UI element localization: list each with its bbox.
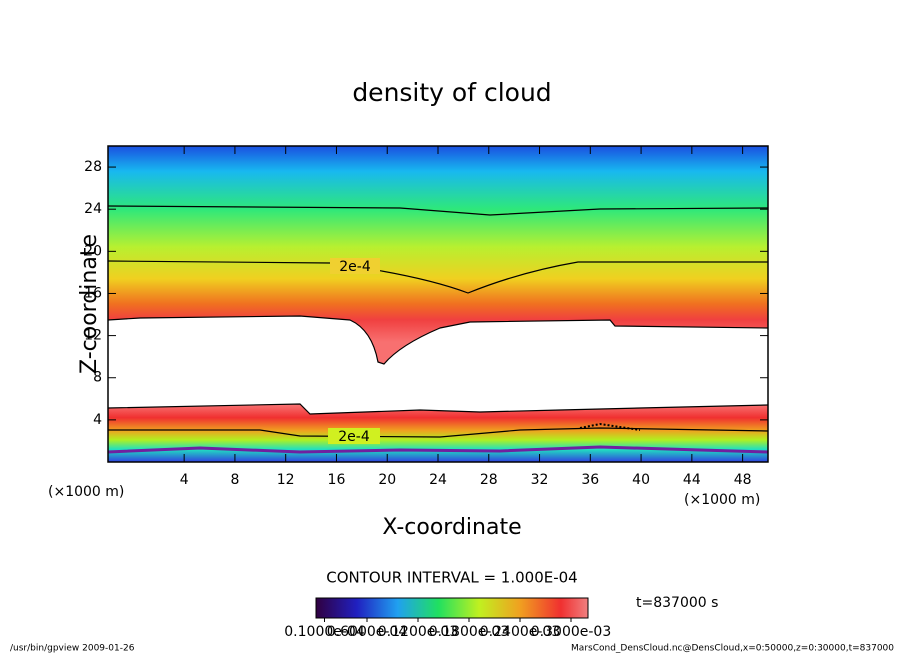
label-bg (328, 428, 380, 444)
contour-line (108, 445, 768, 454)
colorbar-tick-label: 0.3000e-03 (531, 624, 611, 640)
clear-region (108, 316, 768, 414)
contour-line (579, 422, 641, 431)
label-bg (330, 258, 380, 274)
field (108, 146, 768, 462)
color-field (108, 146, 768, 462)
colorbar-tick-label: 0.1800e-03 (429, 624, 509, 640)
x-tick-label: 28 (480, 472, 498, 488)
contour-label: 2e-4 (339, 259, 371, 275)
y-tick-label: 8 (93, 370, 102, 386)
x-tick-label: 32 (531, 472, 549, 488)
y-tick-label: 24 (84, 201, 102, 217)
y-tick-label: 12 (84, 328, 102, 344)
colorbar-tick-label: 0.1000e-04 (284, 624, 365, 640)
contour-line (108, 403, 768, 415)
x-tick-label: 48 (734, 472, 752, 488)
x-tick-label: 16 (328, 472, 346, 488)
contour-label: 2e-4 (338, 429, 370, 445)
contour-line (108, 427, 768, 438)
x-tick-label: 44 (683, 472, 701, 488)
x-axis-label: X-coordinate (382, 515, 521, 540)
time-label: t=837000 s (636, 595, 718, 611)
contour-line (108, 205, 768, 216)
contour-interval: CONTOUR INTERVAL = 1.000E-04 (326, 569, 577, 587)
chart-title: density of cloud (352, 78, 551, 107)
x-tick-label: 8 (230, 472, 239, 488)
footer-left: /usr/bin/gpview 2009-01-26 (10, 644, 135, 654)
x-tick-label: 36 (581, 472, 599, 488)
colorbar-tick-label: 0.1200e-03 (378, 624, 458, 640)
x-tick-label: 12 (277, 472, 295, 488)
y-tick-label: 28 (84, 159, 102, 175)
x-tick-label: 40 (632, 472, 650, 488)
y-axis-label: Z-coordinate (77, 234, 102, 374)
x-tick-label: 24 (429, 472, 447, 488)
y-tick-label: 20 (84, 243, 102, 259)
colorbar (315, 597, 589, 619)
x-tick-label: 20 (378, 472, 396, 488)
x-unit-label: (×1000 m) (48, 484, 124, 500)
x-unit-label: (×1000 m) (684, 492, 760, 508)
x-tick-label: 4 (180, 472, 189, 488)
colorbar-tick-label: 0.6000e-04 (327, 624, 408, 640)
y-tick-label: 16 (84, 285, 102, 301)
y-tick-label: 4 (93, 412, 102, 428)
footer-right: MarsCond_DensCloud.nc@DensCloud,x=0:5000… (571, 644, 894, 654)
colorbar-tick-label: 0.2400e-03 (480, 624, 560, 640)
contour-line (108, 315, 768, 365)
